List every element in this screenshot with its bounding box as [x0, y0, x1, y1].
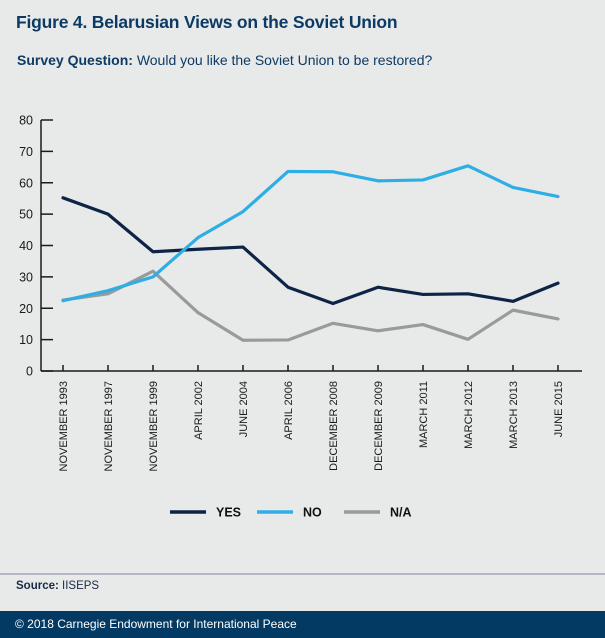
- x-tick-label: JUNE 2004: [238, 381, 250, 437]
- y-tick-label: 60: [19, 176, 33, 190]
- source-note: Source: IISEPS: [16, 580, 99, 592]
- y-tick-label: 10: [19, 333, 33, 347]
- legend-label: YES: [216, 506, 241, 520]
- chart-subtitle: Survey Question: Would you like the Sovi…: [17, 52, 432, 68]
- x-tick-label: MARCH 2011: [418, 381, 430, 448]
- x-tick-label: DECEMBER 2009: [373, 381, 385, 471]
- series-line-no: [61, 164, 560, 303]
- series-line-yes: [61, 196, 560, 306]
- line-chart: 0 10 20 30 40 50 60 70 80 NOVEMBER 1993 NOVEMBER 1…: [19, 114, 582, 520]
- x-tick-label: MARCH 2013: [508, 381, 520, 449]
- series-line-na: [61, 269, 560, 342]
- y-tick-label: 0: [26, 365, 33, 379]
- x-tick-label: NOVEMBER 1993: [58, 381, 70, 471]
- y-tick-label: 20: [19, 302, 33, 316]
- source-label: Source:: [16, 580, 59, 592]
- legend-label: NO: [303, 506, 322, 520]
- source-text: IISEPS: [62, 580, 100, 592]
- x-tick-label: MARCH 2012: [463, 381, 475, 449]
- chart-title: Figure 4. Belarusian Views on the Soviet…: [16, 12, 398, 32]
- y-tick-label: 30: [19, 270, 33, 284]
- legend-label: N/A: [390, 506, 412, 520]
- x-tick-label: JUNE 2015: [553, 381, 565, 437]
- divider: [0, 573, 605, 575]
- x-tick-label: APRIL 2002: [193, 381, 205, 440]
- x-tick-label: DECEMBER 2008: [328, 381, 340, 471]
- x-tick-label: NOVEMBER 1999: [148, 381, 160, 471]
- y-tick-label: 80: [19, 114, 33, 128]
- y-tick-label: 50: [19, 208, 33, 222]
- y-tick-label: 70: [19, 145, 33, 159]
- x-tick-label: NOVEMBER 1997: [103, 381, 115, 471]
- footer-copyright: © 2018 Carnegie Endowment for Internatio…: [0, 611, 605, 638]
- subtitle-text: Would you like the Soviet Union to be re…: [136, 52, 433, 68]
- y-tick-label: 40: [19, 239, 33, 253]
- subtitle-label: Survey Question:: [17, 52, 133, 68]
- x-tick-label: APRIL 2006: [283, 381, 295, 440]
